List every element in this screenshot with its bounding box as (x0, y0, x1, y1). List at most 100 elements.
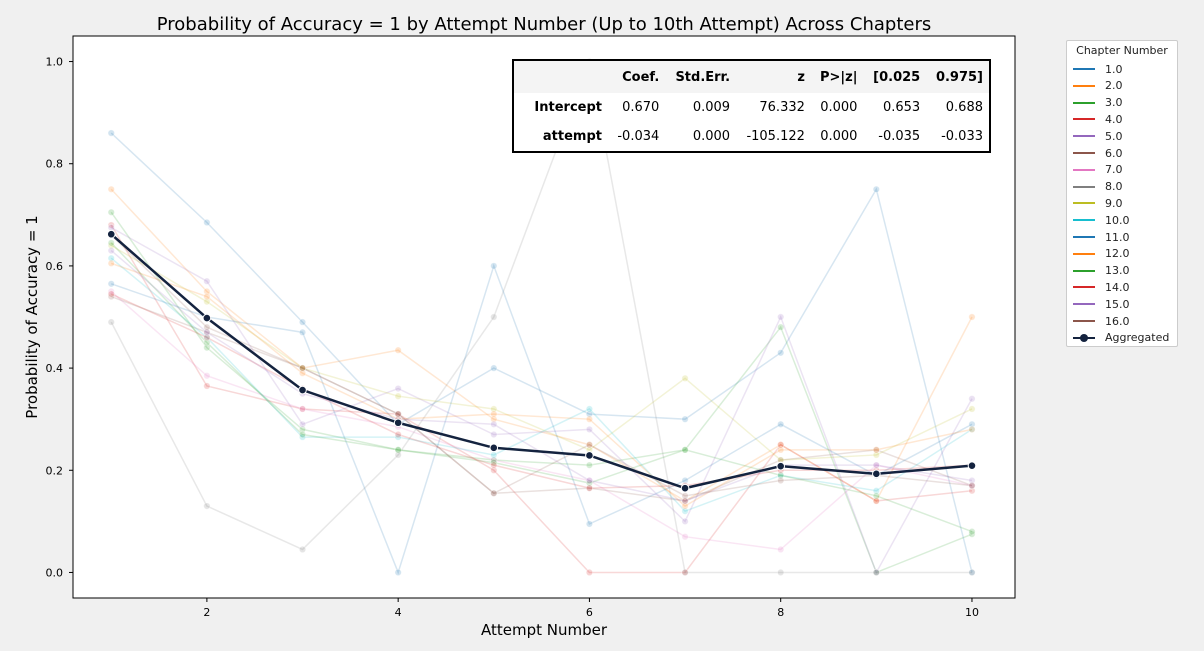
series-point-chapter-7.0 (872, 461, 880, 469)
legend-swatch (1073, 333, 1095, 342)
legend-swatch (1073, 185, 1095, 188)
regression-header-cell: Coef. (622, 69, 660, 85)
aggregated-point (776, 461, 785, 471)
series-point-chapter-14.0 (107, 290, 115, 298)
series-point-chapter-10.0 (872, 487, 880, 495)
series-point-chapter-2.0 (394, 346, 402, 354)
legend-swatch (1073, 84, 1095, 87)
legend-item: 14.0 (1073, 280, 1130, 294)
legend-item: 7.0 (1073, 163, 1123, 177)
legend-swatch (1073, 118, 1095, 121)
series-point-chapter-3.0 (585, 461, 594, 469)
series-line-chapter-2.0 (110, 188, 973, 502)
aggregated-point (585, 451, 594, 460)
series-point-chapter-12.0 (681, 502, 689, 510)
legend-label: 9.0 (1105, 196, 1123, 210)
series-point-chapter-5.0 (298, 420, 307, 428)
x-axis-label: Attempt Number (481, 621, 608, 639)
series-point-chapter-8.0 (490, 313, 498, 321)
series-point-chapter-3.0 (490, 456, 498, 464)
series-point-chapter-8.0 (298, 545, 307, 554)
series-point-chapter-11.0 (394, 568, 402, 577)
legend-item: 10.0 (1073, 213, 1130, 227)
series-point-chapter-3.0 (777, 323, 785, 331)
legend-label: Aggregated (1105, 331, 1170, 345)
series-point-chapter-13.0 (681, 446, 689, 454)
aggregated-point (393, 418, 403, 428)
aggregated-point (872, 469, 881, 479)
series-point-chapter-2.0 (490, 415, 498, 423)
legend-label: 14.0 (1105, 280, 1130, 294)
series-point-chapter-15.0 (107, 246, 115, 255)
series-point-chapter-16.0 (968, 481, 976, 490)
series-point-chapter-6.0 (681, 497, 689, 505)
series-point-chapter-7.0 (203, 372, 211, 380)
legend-label: 12.0 (1105, 247, 1130, 261)
legend-swatch (1073, 68, 1095, 70)
series-point-chapter-16.0 (585, 441, 594, 449)
y-tick-label: 1.0 (46, 56, 64, 69)
series-point-chapter-5.0 (872, 568, 880, 577)
series-point-chapter-13.0 (203, 338, 211, 347)
legend-label: 7.0 (1105, 163, 1123, 177)
series-point-chapter-6.0 (490, 489, 498, 497)
regression-cell: 0.670 (622, 100, 660, 115)
regression-row-label: attempt (542, 129, 602, 144)
series-point-chapter-2.0 (872, 497, 880, 505)
legend-swatch (1073, 236, 1095, 238)
legend-label: 2.0 (1105, 79, 1123, 93)
x-tick-label: 4 (395, 606, 402, 619)
regression-header-cell: 0.975] (935, 69, 983, 85)
series-point-chapter-2.0 (107, 185, 115, 193)
series-point-chapter-10.0 (107, 254, 115, 262)
series-point-chapter-7.0 (298, 405, 307, 413)
series-point-chapter-2.0 (777, 441, 785, 449)
series-point-chapter-2.0 (968, 313, 976, 321)
legend-item: 11.0 (1073, 230, 1130, 244)
series-point-chapter-1.0 (298, 318, 307, 326)
regression-cell: 76.332 (759, 100, 805, 115)
legend-swatch (1073, 152, 1095, 154)
series-point-chapter-14.0 (203, 333, 211, 342)
series-point-chapter-7.0 (585, 476, 594, 485)
regression-cell: 0.688 (945, 100, 983, 115)
series-point-chapter-1.0 (107, 129, 115, 137)
legend-swatch (1073, 202, 1095, 205)
legend-item: 13.0 (1073, 264, 1130, 278)
series-point-chapter-4.0 (681, 568, 689, 577)
series-point-chapter-13.0 (107, 239, 115, 247)
series-line-chapter-9.0 (110, 244, 973, 461)
series-point-chapter-8.0 (107, 318, 115, 326)
legend-item: 3.0 (1073, 96, 1123, 110)
legend: Chapter Number 1.0 2.0 3.0 4.0 5.0 6.0 7.0 8.0 9… (1066, 40, 1178, 347)
x-tick-label: 2 (203, 606, 210, 619)
series-point-chapter-5.0 (203, 277, 211, 285)
series-point-chapter-5.0 (777, 313, 785, 321)
aggregated-point (967, 461, 977, 470)
legend-swatch (1073, 286, 1095, 289)
series-point-chapter-1.0 (203, 218, 211, 227)
series-point-chapter-4.0 (872, 497, 880, 505)
regression-cell: -0.035 (878, 129, 921, 144)
series-point-chapter-14.0 (490, 461, 498, 469)
series-point-chapter-1.0 (968, 568, 976, 577)
series-point-chapter-16.0 (203, 323, 211, 331)
regression-row-label: Intercept (534, 100, 602, 115)
series-point-chapter-2.0 (681, 497, 689, 505)
regression-table: Coef. Std.Err. z P>|z| [0.025 0.975] Int… (512, 59, 991, 153)
legend-item: 16.0 (1073, 314, 1130, 328)
aggregated-layer (106, 229, 977, 493)
x-tick-label: 10 (965, 606, 979, 619)
aggregated-point (680, 483, 690, 493)
series-point-chapter-9.0 (968, 405, 976, 413)
series-point-chapter-10.0 (968, 425, 976, 433)
series-point-chapter-8.0 (777, 568, 785, 577)
series-point-chapter-15.0 (585, 476, 594, 485)
series-point-chapter-9.0 (107, 241, 115, 250)
series-point-chapter-4.0 (203, 382, 211, 390)
series-point-chapter-13.0 (394, 446, 402, 454)
y-tick-label: 0.4 (46, 362, 64, 375)
series-point-chapter-7.0 (968, 481, 976, 490)
chart-title: Probability of Accuracy = 1 by Attempt N… (157, 14, 931, 35)
series-point-chapter-3.0 (107, 208, 115, 216)
